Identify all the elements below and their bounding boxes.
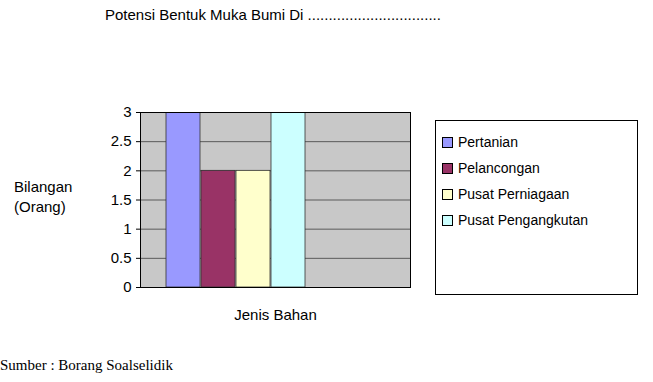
svg-text:3: 3 <box>123 103 131 120</box>
svg-text:0.5: 0.5 <box>111 249 132 266</box>
svg-text:0: 0 <box>123 278 131 295</box>
html-text:Pusat Pengangkutan: Pusat Pengangkutan <box>458 212 588 228</box>
html-text:Pelancongan: Pelancongan <box>458 160 540 176</box>
svg-text:1.5: 1.5 <box>111 191 132 208</box>
svg-text:1: 1 <box>123 220 131 237</box>
svg-text:2: 2 <box>123 162 131 179</box>
html-text:Pusat Perniagaan: Pusat Perniagaan <box>458 186 570 202</box>
svg-text:Jenis Bahan: Jenis Bahan <box>234 306 317 323</box>
html-text:Sumber : Borang Soalselidik: Sumber : Borang Soalselidik <box>0 357 173 373</box>
html-text:Potensi Bentuk Muka Bumi Di ..: Potensi Bentuk Muka Bumi Di ............… <box>105 6 441 23</box>
svg-text:2.5: 2.5 <box>111 132 132 149</box>
html-text:Bilangan (Orang): Bilangan (Orang) <box>14 178 73 215</box>
html-text:Pertanian: Pertanian <box>458 134 518 150</box>
